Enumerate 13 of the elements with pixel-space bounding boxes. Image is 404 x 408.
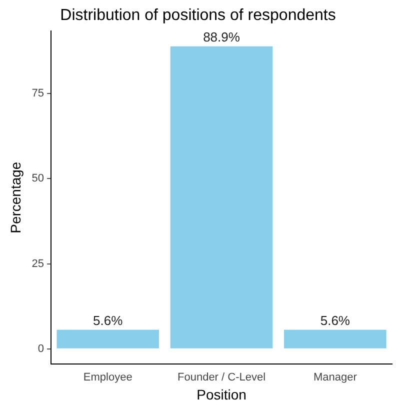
data-label: 5.6%	[320, 312, 350, 328]
x-tick-label: Manager	[313, 372, 358, 384]
x-tick-label: Founder / C-Level	[177, 372, 266, 384]
x-tick-label: Employee	[83, 372, 132, 384]
data-label: 88.9%	[203, 29, 240, 44]
y-axis-title: Percentage	[7, 162, 24, 234]
x-axis-title: Position	[196, 386, 246, 402]
y-tick-label: 75	[32, 88, 44, 100]
y-tick-label: 50	[32, 172, 44, 185]
chart-title: Distribution of positions of respondents	[60, 7, 336, 24]
data-label: 5.6%	[93, 312, 124, 328]
y-tick-label: 25	[32, 258, 44, 270]
y-tick-label: 0	[38, 342, 44, 355]
